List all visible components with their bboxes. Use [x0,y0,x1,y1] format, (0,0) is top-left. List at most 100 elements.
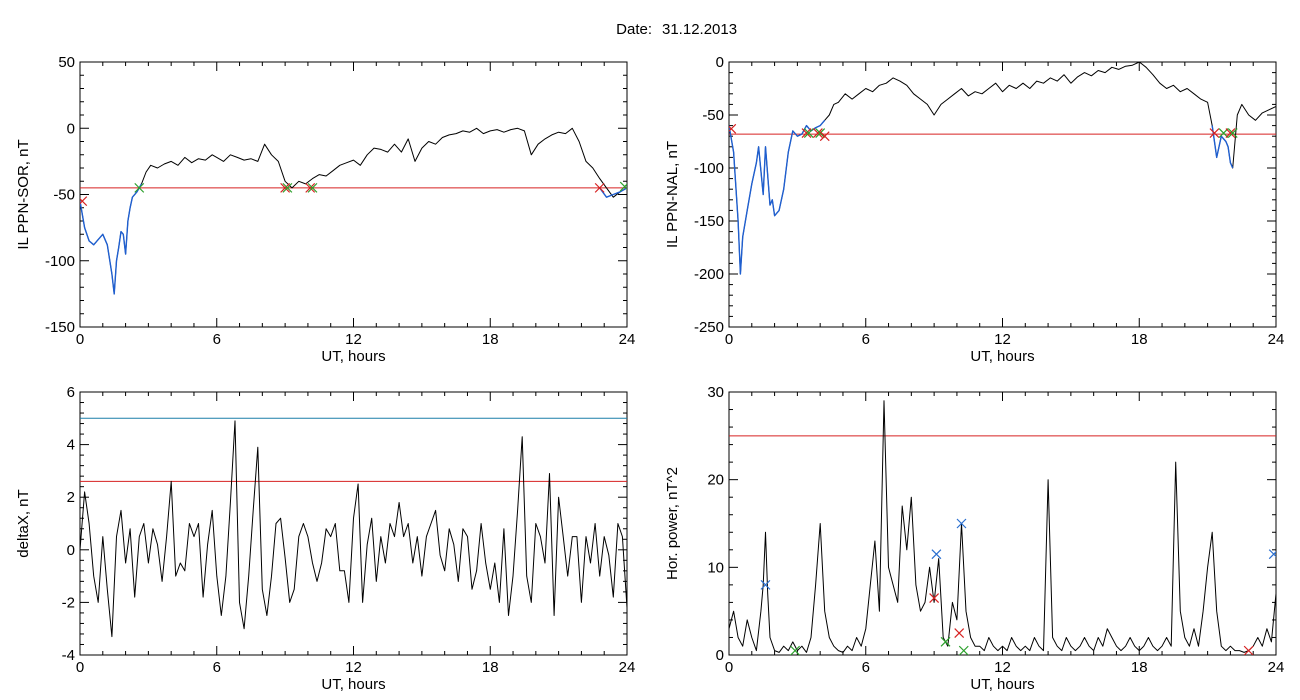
y-axis-label: IL PPN-SOR, nT [15,139,32,249]
marker-stroke [931,549,942,560]
y-tick-label: 0 [716,54,724,71]
y-tick-label: -150 [45,319,75,336]
marker-blue [760,579,771,590]
marker-stroke [760,579,771,590]
marker-green [790,645,801,655]
x-tick-label: 18 [1131,659,1148,676]
series-highlight [599,187,627,198]
marker-stroke [819,131,830,142]
marker-green [958,645,969,655]
marker-red [812,128,823,138]
plot-area [729,400,1276,655]
x-tick-label: 12 [994,659,1011,676]
series-highlight [729,119,826,275]
series-line [729,400,1276,653]
x-axis-label: UT, hours [970,676,1034,693]
marker-stroke [1209,128,1220,138]
y-tick-label: 6 [67,384,75,401]
marker-stroke [729,123,737,132]
y-tick-label: 0 [67,542,75,559]
marker-red [954,628,965,639]
plot-area [80,417,627,638]
y-tick-label: -100 [45,253,75,270]
y-tick-label: 20 [707,472,724,489]
x-tick-label: 0 [725,331,733,348]
marker-stroke [134,182,145,193]
plot-frame [728,391,1277,656]
y-axis-label: IL PPN-NAL, nT [664,141,681,248]
marker-stroke [619,183,627,192]
panel-il-ppn-nal: 0 6 12 18 24 -250 -200 -150 -100 -50 0 UT, hours IL … [664,54,1284,365]
y-tick-label: 2 [67,489,75,506]
series-line [729,62,1276,275]
marker-blue [1268,549,1276,560]
panel-hor-power: 0 6 12 18 24 0 10 20 30 UT, hours Hor. power, nT^2 [664,384,1284,693]
marker-stroke [803,128,814,138]
x-tick-label: 12 [345,331,362,348]
x-tick-label: 6 [213,659,221,676]
x-tick-label: 18 [1131,331,1148,348]
x-axis-label: UT, hours [321,676,385,693]
marker-green [940,636,951,647]
marker-green [619,181,627,192]
y-tick-label: -200 [694,266,724,283]
y-tick-label: 0 [67,120,75,137]
series-highlight [80,183,143,295]
series-line [80,127,627,295]
x-tick-label: 18 [482,331,499,348]
marker-red [305,182,316,193]
x-tick-label: 6 [213,331,221,348]
marker-red [1243,645,1254,655]
marker-stroke [1227,128,1238,138]
y-tick-label: 10 [707,559,724,576]
x-axis-label: UT, hours [321,348,385,365]
x-axis-label: UT, hours [970,348,1034,365]
marker-stroke [812,128,823,138]
marker-stroke [1268,551,1276,560]
x-tick-label: 0 [76,659,84,676]
x-tick-label: 24 [1268,331,1285,348]
x-tick-label: 6 [862,659,870,676]
marker-red [1209,128,1220,138]
y-axis-label: Hor. power, nT^2 [664,467,681,580]
marker-red [1225,128,1236,138]
marker-stroke [80,196,88,205]
x-tick-label: 24 [619,331,636,348]
plot-area [80,127,627,295]
plot-area [729,62,1276,275]
marker-stroke [307,182,318,193]
figure-title-prefix: Date: [616,21,652,38]
marker-green [1227,128,1238,138]
y-tick-label: 30 [707,384,724,401]
marker-green [307,182,318,193]
marker-red [801,128,812,138]
marker-stroke [958,645,969,655]
y-tick-label: -4 [62,647,75,664]
x-tick-label: 12 [994,331,1011,348]
y-tick-label: -100 [694,160,724,177]
series-highlight [1211,125,1234,169]
marker-red [80,196,88,207]
marker-stroke [801,128,812,138]
marker-stroke [1225,128,1236,138]
marker-blue [931,549,942,560]
x-tick-label: 0 [725,659,733,676]
x-tick-label: 24 [619,659,636,676]
marker-green [815,128,826,138]
plot-frame [79,61,628,328]
marker-stroke [815,128,826,138]
marker-green [803,128,814,138]
y-tick-label: -250 [694,319,724,336]
marker-stroke [954,628,965,639]
y-tick-label: 0 [716,647,724,664]
y-tick-label: -50 [702,107,724,124]
x-tick-label: 18 [482,659,499,676]
marker-stroke [956,518,967,529]
marker-blue [956,518,967,529]
panel-il-ppn-sor: 0 6 12 18 24 -150 -100 -50 0 50 UT, hours IL PPN-SO… [15,54,635,365]
y-axis-label: deltaX, nT [15,489,32,557]
plot-frame [728,61,1277,328]
